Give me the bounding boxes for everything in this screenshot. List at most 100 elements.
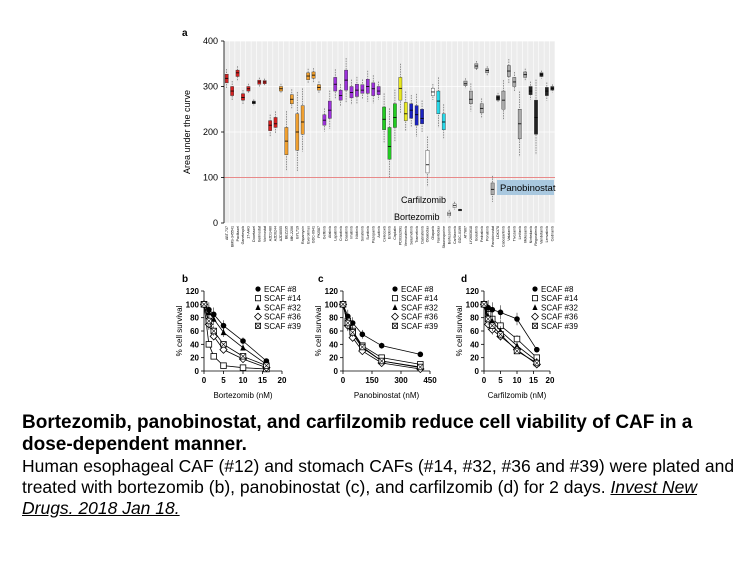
x-tick-label: Paclitaxel <box>236 226 240 242</box>
x-tick-label: Lenvatinib <box>545 226 549 242</box>
panel-label-d: d <box>461 274 467 285</box>
x-tick-label: Cisplatin <box>393 226 397 240</box>
marker-square <box>220 362 227 369</box>
series-scaf-36 <box>479 300 541 369</box>
legend-label: ECAF #8 <box>264 285 297 294</box>
y-axis-label-a: Area under the curve <box>182 90 192 174</box>
y-tick-label: 0 <box>213 218 218 228</box>
y-tick-label: 20 <box>190 354 199 363</box>
x-tick-label: 0 <box>341 376 346 385</box>
x-tick-label: Crizotinib <box>339 226 343 241</box>
marker-xsquare-cross <box>349 329 356 336</box>
y-tick-label: 120 <box>325 287 339 296</box>
box-sorafenib <box>360 84 365 94</box>
x-tick-label: Ganetespib <box>241 226 245 244</box>
x-tick-label: BMS-345541 <box>230 226 234 247</box>
marker-triangle <box>255 304 261 310</box>
marker-diamond <box>531 312 539 321</box>
legend-item: ECAF #8 <box>392 285 434 294</box>
marker-circle <box>497 309 504 316</box>
marker-circle <box>378 342 385 349</box>
box-panobinostat <box>490 182 495 195</box>
y-tick-label: 120 <box>466 287 480 296</box>
x-axis-label: Panobinostat (nM) <box>354 391 420 400</box>
marker-diamond <box>219 345 228 354</box>
marker-xsquare-cross <box>533 359 540 367</box>
y-tick-label: 20 <box>329 354 338 363</box>
marker-xsquare-cross <box>339 301 347 308</box>
x-tick-label: Docetaxel <box>252 226 256 242</box>
panobinostat-highlight <box>497 180 554 195</box>
marker-square <box>532 295 539 302</box>
x-tick-label: PD0332991 <box>399 226 403 245</box>
box-series <box>224 58 555 218</box>
y-tick-label: 100 <box>466 300 480 309</box>
marker-triangle <box>220 329 227 336</box>
x-tick-label: Imatinib <box>350 226 354 239</box>
caption-body: Human esophageal CAF (#12) and stomach C… <box>22 456 742 519</box>
y-tick-label: 0 <box>334 367 339 376</box>
x-tick-label: 20 <box>278 376 287 385</box>
x-tick-label: Vorinostat <box>263 226 267 242</box>
x-tick-label: Lapatinib <box>333 226 337 241</box>
legend-item: SCAF #32 <box>255 303 301 312</box>
legend-item: SCAF #39 <box>254 322 301 331</box>
x-tick-label: 10 <box>239 376 248 385</box>
y-axis-label: % cell survival <box>455 305 464 356</box>
box-lenvatinib <box>545 87 549 96</box>
citation-link[interactable]: Invest New Drugs. 2018 Jan 18. <box>22 477 698 518</box>
marker-square <box>205 341 213 348</box>
marker-circle <box>489 306 496 313</box>
marker-xsquare-cross <box>485 315 492 323</box>
x-tick-label: Tivozanib <box>513 226 517 241</box>
marker-diamond <box>254 312 262 321</box>
panel-b-line-chart: b 0 20 40 60 80 100 120 0 5 10 15 20 Bortezomib (nM)… <box>175 274 301 400</box>
y-tick-label: 40 <box>190 340 199 349</box>
x-tick-label: Regorafenib <box>534 226 538 246</box>
x-tick-label: Pazopanib <box>371 226 375 243</box>
x-tick-label: Axitinib <box>377 226 381 238</box>
marker-triangle <box>206 309 212 316</box>
x-tick-label: Staurosporine <box>442 226 446 248</box>
legend-item: SCAF #39 <box>532 322 578 331</box>
y-tick-label: 80 <box>329 314 338 323</box>
x-tick-label: Trametinib <box>415 226 419 243</box>
x-tick-label: 450 <box>423 376 437 385</box>
legend-label: SCAF #39 <box>401 322 438 331</box>
legend-item: SCAF #36 <box>254 312 301 322</box>
marker-xsquare-cross <box>489 322 496 329</box>
box-at7867 <box>463 80 468 86</box>
y-tick-label: 400 <box>203 36 218 46</box>
y-tick-label: 80 <box>190 314 199 323</box>
panel-label-b: b <box>182 274 188 285</box>
x-tick-label: Olaparib <box>431 226 435 240</box>
box-axitinib <box>376 86 381 95</box>
x-tick-label: 15 <box>529 376 538 385</box>
x-tick-label: Dabrafenib <box>420 226 424 244</box>
legend-item: SCAF #14 <box>391 294 438 303</box>
x-tick-label: Erlotinib <box>388 226 392 239</box>
marker-xsquare-cross <box>263 362 270 369</box>
x-tick-label: Nintedanib <box>529 226 533 243</box>
series-scaf-39 <box>200 301 270 369</box>
x-tick-label: Vandetanib <box>540 226 544 244</box>
marker-circle <box>359 331 366 338</box>
y-tick-label: 0 <box>475 367 480 376</box>
marker-triangle <box>210 315 217 322</box>
box-azd1480 <box>268 120 272 131</box>
x-tick-label: Sunitinib <box>366 226 370 240</box>
legend-label: SCAF #39 <box>541 322 578 331</box>
series-line <box>483 304 538 362</box>
y-tick-label: 40 <box>329 340 338 349</box>
legend-item: SCAF #32 <box>392 303 438 312</box>
box-paclitaxel <box>235 69 240 77</box>
legend-item: ECAF #8 <box>255 285 297 294</box>
y-tick-label: 100 <box>186 300 200 309</box>
x-tick-label: 5 <box>221 376 226 385</box>
marker-square <box>391 295 398 302</box>
marker-circle <box>255 286 261 292</box>
box-crizotinib <box>338 89 343 101</box>
x-tick-label: 20 <box>546 376 555 385</box>
x-tick-label: Ponatinib <box>485 226 489 241</box>
marker-xsquare-cross <box>205 317 212 325</box>
